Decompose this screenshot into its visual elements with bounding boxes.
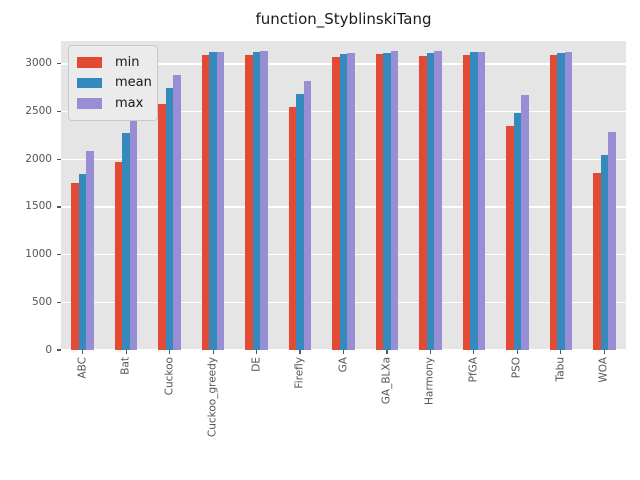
legend-label-mean: mean [115,75,152,91]
bar-min-ABC [71,182,79,350]
bar-mean-ABC [78,174,87,350]
bar-max-Cuckoo_greedy [216,51,225,350]
legend-row-mean: mean [77,73,152,94]
bar-mean-GA_BLXa [383,52,391,350]
bar-min-Bat [114,162,123,350]
bar-min-PfGA [462,54,471,350]
y-tick-label: 2000 [25,152,52,165]
bar-mean-Bat [122,133,130,350]
x-tick-label-Harmony: Harmony [423,357,436,405]
x-tick-mark [516,350,518,354]
x-tick-mark [125,350,127,354]
y-tick-mark [56,254,61,256]
y-tick-mark [56,110,61,113]
bar-min-Cuckoo [158,103,166,350]
legend-row-min: min [77,52,149,73]
x-tick-label-GA_BLXa: GA_BLXa [380,357,393,405]
legend-swatch-mean [77,77,102,88]
bar-max-DE [260,51,268,350]
y-tick-mark [56,206,61,208]
x-tick-mark [429,350,431,354]
bar-min-Tabu [549,54,558,350]
bar-min-Cuckoo_greedy [201,54,210,350]
y-tick-mark [56,63,61,65]
bar-mean-Tabu [557,53,565,350]
x-tick-mark [169,350,171,354]
x-tick-label-GA: GA [337,357,349,373]
bar-max-PfGA [477,51,486,350]
x-tick-mark [473,350,475,354]
bar-mean-Cuckoo [165,87,174,350]
y-tick-label: 1000 [25,248,52,261]
x-tick-mark [255,350,258,354]
y-tick-label: 1500 [25,200,52,213]
bar-mean-DE [252,51,261,350]
x-tick-label-ABC: ABC [76,357,89,379]
y-tick-mark [56,301,61,303]
legend-swatch-min [77,57,102,68]
legend-label-min: min [115,54,140,70]
x-tick-label-Tabu: Tabu [554,357,567,382]
y-tick-label: 2500 [25,105,52,118]
x-tick-label-Bat: Bat [119,357,132,375]
bar-max-WOA [608,131,616,350]
plot-area [61,41,626,351]
bar-mean-GA [339,53,348,350]
y-tick-label: 3000 [25,57,52,70]
bar-min-Harmony [419,55,427,350]
bar-mean-WOA [600,154,609,350]
legend: min mean max [68,45,158,121]
bar-max-GA [347,53,355,350]
bar-max-GA_BLXa [390,51,399,350]
bar-min-DE [245,54,253,350]
bar-min-GA [332,56,340,350]
x-tick-label-Firefly: Firefly [293,357,306,389]
bar-mean-PfGA [470,52,478,350]
x-tick-label-DE: DE [250,357,263,372]
chart-title: function_StyblinskiTang [255,10,432,28]
legend-row-max: max [77,93,149,114]
x-tick-mark [342,350,345,354]
bar-mean-Firefly [296,94,304,350]
bar-max-Harmony [434,51,442,350]
y-tick-label: 500 [31,295,52,308]
x-tick-mark [386,350,388,354]
y-tick-label: 0 [45,343,52,356]
x-tick-label-Cuckoo: Cuckoo [163,357,176,396]
y-tick-mark [56,158,61,160]
x-tick-mark [603,350,605,354]
bar-max-Firefly [303,81,312,350]
x-tick-label-PfGA: PfGA [467,357,480,383]
x-tick-mark [212,350,214,354]
x-tick-mark [82,350,84,354]
bar-min-WOA [593,172,601,350]
x-tick-mark [560,350,562,354]
legend-label-max: max [115,95,144,111]
bar-min-Firefly [288,107,297,350]
bar-mean-PSO [513,113,522,350]
x-tick-label-Cuckoo_greedy: Cuckoo_greedy [206,357,219,438]
bar-max-PSO [521,94,529,350]
bar-mean-Cuckoo_greedy [209,51,217,350]
bar-min-PSO [506,126,514,350]
bar-max-ABC [86,151,94,350]
bar-mean-Harmony [426,52,435,350]
x-tick-label-PSO: PSO [510,357,523,379]
bar-max-Cuckoo [173,74,181,350]
legend-swatch-max [77,98,102,109]
bar-max-Tabu [564,51,573,350]
x-tick-label-WOA: WOA [597,357,610,383]
y-tick-mark [56,349,61,351]
bar-max-Bat [129,113,138,350]
bar-min-GA_BLXa [375,53,384,350]
x-tick-mark [299,350,301,354]
